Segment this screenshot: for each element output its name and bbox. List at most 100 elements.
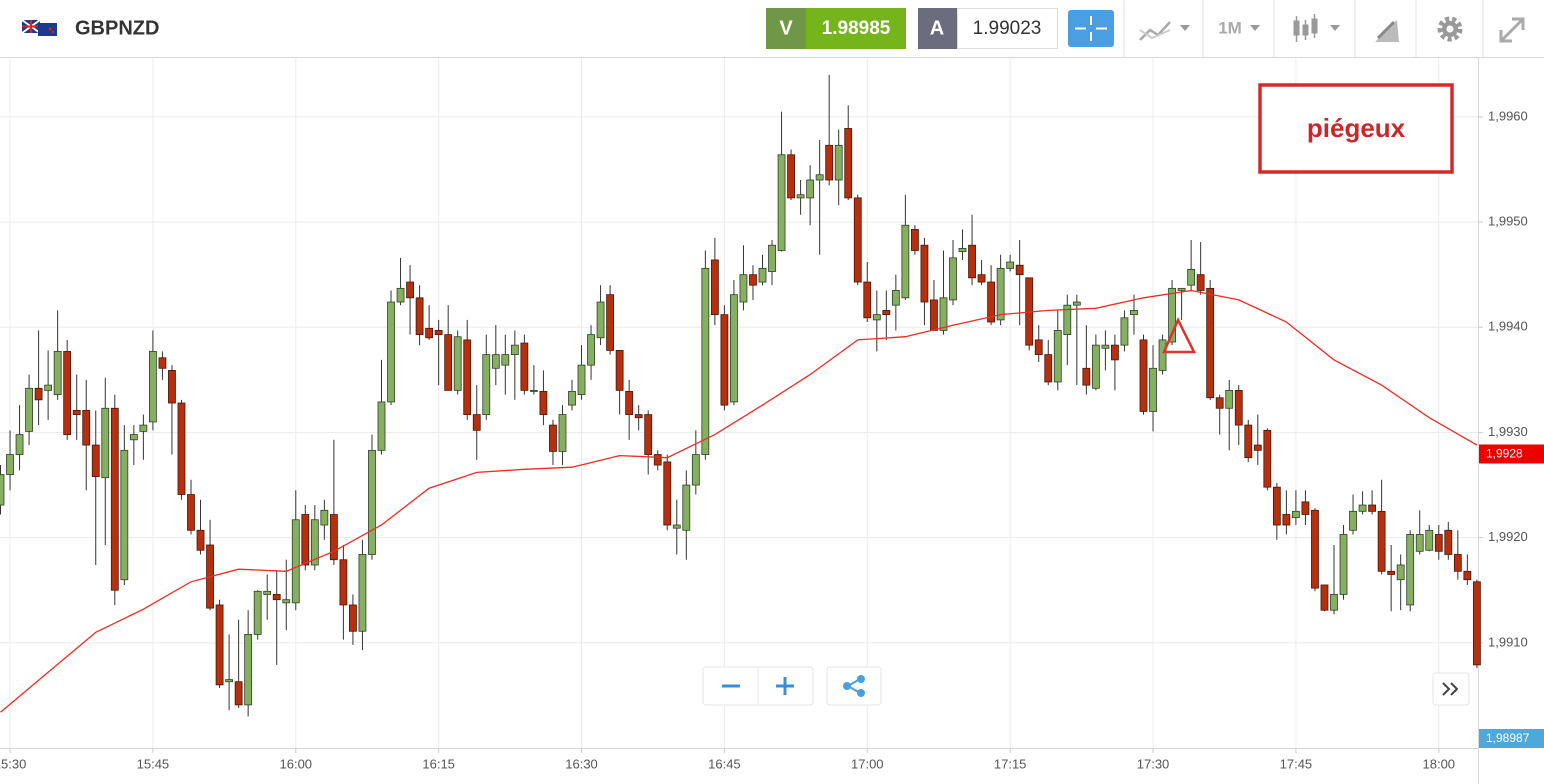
candle-body xyxy=(1301,501,1310,515)
candle-body xyxy=(444,334,453,391)
candle-body xyxy=(1368,504,1376,512)
candle-body xyxy=(329,514,338,561)
sell-label-box[interactable] xyxy=(766,8,806,49)
x-tick-label: 17:45 xyxy=(1280,756,1313,771)
candle-body xyxy=(1072,301,1081,306)
candle-body xyxy=(1225,389,1234,409)
candle-body xyxy=(349,604,357,632)
x-tick-label: 16:15 xyxy=(422,756,455,771)
candle-body xyxy=(1053,330,1062,383)
buy-label[interactable]: A xyxy=(930,17,944,39)
candle-body xyxy=(977,274,986,283)
candle-body xyxy=(53,351,62,395)
candle-body xyxy=(368,449,376,555)
candle-body xyxy=(891,290,900,306)
buy-button[interactable]: A 1.99023 xyxy=(918,8,1058,49)
chart-type-button[interactable] xyxy=(1293,14,1340,42)
timeframe-button[interactable]: 1M xyxy=(1218,18,1260,37)
candle-body xyxy=(244,634,253,706)
candle-body xyxy=(930,299,938,331)
candle-body xyxy=(1263,429,1272,488)
fullscreen-button[interactable] xyxy=(1499,17,1525,43)
candle-body xyxy=(1396,564,1405,581)
candle-body xyxy=(539,391,548,415)
candle-body xyxy=(501,354,510,366)
scroll-right-button[interactable] xyxy=(1432,672,1470,706)
candle-body xyxy=(63,351,72,435)
candle-body xyxy=(739,274,748,303)
buy-price-box[interactable] xyxy=(957,8,1058,49)
candle-body xyxy=(225,679,234,683)
candle-body xyxy=(777,154,786,251)
candle-body xyxy=(844,128,853,199)
buy-label-box[interactable] xyxy=(918,8,957,49)
candle-body xyxy=(796,194,805,199)
buy-price[interactable]: 1.99023 xyxy=(973,18,1042,39)
sell-price[interactable]: 1.98985 xyxy=(822,18,891,39)
zoom-in[interactable] xyxy=(776,677,794,695)
share-button[interactable] xyxy=(826,666,882,706)
candle-body xyxy=(768,244,776,272)
candle-body xyxy=(825,144,834,181)
price-label: 1,9928 xyxy=(1486,447,1523,461)
zoom-controls[interactable] xyxy=(702,666,814,706)
sell-label[interactable]: V xyxy=(779,17,793,39)
candle-body xyxy=(806,179,815,199)
candle-body xyxy=(301,514,310,566)
candle-body xyxy=(1406,534,1415,606)
price-label-box xyxy=(1479,444,1544,464)
candle-body xyxy=(644,414,653,455)
candle-body xyxy=(463,339,472,415)
candle-body xyxy=(425,327,434,339)
candle-body xyxy=(44,384,53,391)
candle-body xyxy=(234,681,243,706)
indicator-button[interactable] xyxy=(1139,21,1190,41)
moving-average-line xyxy=(0,289,1478,713)
candle-body xyxy=(72,409,81,415)
y-tick-label: 1,9930 xyxy=(1488,424,1528,439)
candle-body xyxy=(749,274,757,286)
settings-button[interactable] xyxy=(1437,16,1463,42)
candle-body xyxy=(263,590,272,595)
candle-body xyxy=(415,297,424,336)
y-tick-label: 1,9950 xyxy=(1488,214,1528,229)
candle-body xyxy=(596,301,605,339)
candle-body xyxy=(901,224,910,299)
candle-body xyxy=(82,409,91,446)
candle-body xyxy=(1196,274,1205,291)
candle-body xyxy=(1120,317,1129,346)
candle-body xyxy=(1091,344,1100,389)
candle-body xyxy=(15,434,24,455)
candle-body xyxy=(482,354,491,415)
candle-body xyxy=(25,387,33,432)
grid: 1,9910 1,9920 1,9930 1,9940 1,9950 1,9960 15:3… xyxy=(0,58,1528,771)
x-tick-label: 17:00 xyxy=(851,756,884,771)
x-tick-label: 16:30 xyxy=(565,756,598,771)
candle-body xyxy=(120,449,129,581)
candle-body xyxy=(720,314,729,406)
sell-price-box[interactable] xyxy=(806,8,906,49)
candle-body xyxy=(730,294,738,403)
candle-body xyxy=(1377,510,1386,572)
candle-body xyxy=(1082,367,1091,386)
candle-body xyxy=(291,519,300,604)
candle-body xyxy=(682,484,691,531)
candle-body xyxy=(520,342,529,391)
drawing-button[interactable] xyxy=(1375,20,1399,42)
candle-body xyxy=(453,336,462,391)
candle-body xyxy=(1387,570,1396,575)
crosshair-button[interactable] xyxy=(1068,10,1114,47)
candle-body xyxy=(615,350,624,391)
candle-body xyxy=(701,267,710,455)
candle-body xyxy=(1282,514,1291,526)
timeframe[interactable]: 1M xyxy=(1218,18,1242,37)
candle-body xyxy=(1006,261,1015,269)
candle-body xyxy=(558,414,567,452)
sell-button[interactable]: V 1.98985 xyxy=(766,8,906,49)
candle-body xyxy=(91,444,100,478)
candle-body xyxy=(187,494,195,531)
candle-body xyxy=(1330,594,1338,611)
candle-body xyxy=(1434,534,1443,552)
